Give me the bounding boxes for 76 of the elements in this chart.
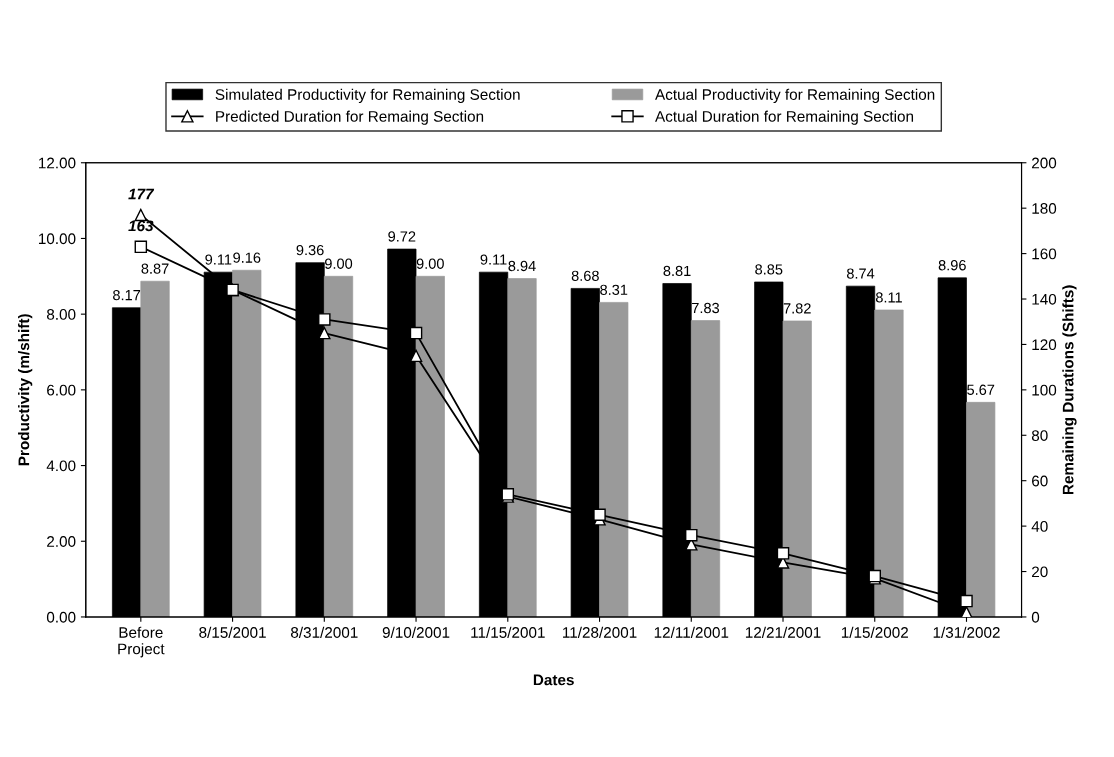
data-label: 8.96	[938, 260, 966, 271]
data-label: 9.00	[416, 258, 444, 269]
x-tick-label: 8/31/2001	[290, 626, 358, 638]
bar	[782, 320, 812, 617]
y-tick-label: 6.00	[47, 384, 76, 396]
bar	[874, 309, 904, 617]
x-tick-label: 12/11/2001	[654, 626, 729, 638]
bar	[599, 302, 629, 617]
legend-label: Actual Duration for Remaining Section	[655, 110, 914, 125]
data-label: 8.68	[571, 270, 599, 281]
data-label: 7.82	[783, 303, 811, 314]
data-label: 8.11	[875, 292, 902, 303]
y2-tick-label: 60	[1032, 475, 1048, 487]
y-tick-label: 8.00	[46, 309, 76, 320]
data-label: 7.83	[692, 302, 720, 314]
point	[409, 326, 423, 340]
bar	[140, 280, 170, 617]
data-label: 8.81	[663, 265, 691, 277]
point	[318, 326, 331, 340]
annotation: 177	[128, 188, 155, 200]
point	[134, 240, 148, 254]
x-tick-label: 11/28/2001	[563, 626, 637, 638]
point	[318, 313, 331, 326]
data-label: 8.17	[113, 289, 141, 301]
point	[593, 508, 606, 522]
y-tick-label: 10.00	[38, 233, 76, 245]
data-label: 8.87	[141, 263, 169, 274]
point	[776, 547, 790, 560]
data-label: 5.67	[967, 384, 995, 395]
data-label: 9.11	[480, 254, 507, 265]
bar	[507, 278, 537, 617]
y2-axis-title: Remaining Durations (Shifts)	[1062, 285, 1077, 495]
data-label: 8.94	[508, 260, 536, 272]
x-tick-label: 9/10/2001	[382, 626, 450, 638]
data-label: 9.72	[388, 231, 416, 242]
data-label: 9.11	[205, 254, 232, 265]
y2-tick-label: 160	[1032, 248, 1057, 260]
y2-tick-label: 20	[1032, 566, 1048, 578]
x-axis-title: Dates	[533, 674, 574, 686]
y2-tick-label: 40	[1031, 520, 1048, 532]
y-axis-title: Productivity (m/shift)	[18, 314, 33, 466]
y-tick-label: 12.00	[38, 157, 76, 169]
x-tick-label: 12/21/2001	[745, 626, 821, 638]
y-tick-label: 4.00	[46, 460, 76, 472]
y-tick-label: 0.00	[46, 611, 76, 623]
y2-tick-label: 180	[1032, 203, 1057, 214]
point	[226, 283, 239, 297]
y2-tick-label: 80	[1031, 430, 1048, 441]
data-label: 9.36	[296, 244, 324, 256]
bar	[690, 320, 721, 617]
annotation: 163	[128, 220, 154, 232]
data-label: 8.85	[755, 264, 783, 275]
point	[685, 528, 698, 542]
data-label: 8.74	[846, 268, 875, 279]
legend-label: Predicted Duration for Remaing Section	[216, 110, 484, 125]
bar	[323, 275, 354, 617]
y2-tick-label: 200	[1032, 157, 1057, 169]
legend-label: Simulated Productivity for Remaining Section	[215, 88, 520, 103]
x-tick-label: 8/15/2001	[199, 626, 266, 638]
y-tick-label: 2.00	[47, 536, 76, 547]
x-tick-label: Before Project	[118, 626, 165, 658]
bar	[966, 402, 996, 617]
point	[960, 594, 973, 608]
x-tick-label: 11/15/2001	[471, 626, 545, 638]
x-tick-label: 1/15/2002	[841, 626, 908, 638]
y2-tick-label: 140	[1032, 293, 1057, 305]
data-label: 9.16	[233, 252, 261, 263]
bar	[232, 269, 262, 617]
x-tick-label: 1/31/2002	[933, 626, 1000, 638]
y2-tick-label: 120	[1032, 339, 1057, 351]
data-label: 8.31	[600, 284, 628, 295]
y2-tick-label: 0	[1031, 611, 1040, 623]
legend-label: Actual Productivity for Remaining Section	[655, 88, 935, 103]
bar	[415, 275, 445, 617]
y2-tick-label: 100	[1032, 384, 1057, 396]
data-label: 9.00	[325, 258, 353, 269]
